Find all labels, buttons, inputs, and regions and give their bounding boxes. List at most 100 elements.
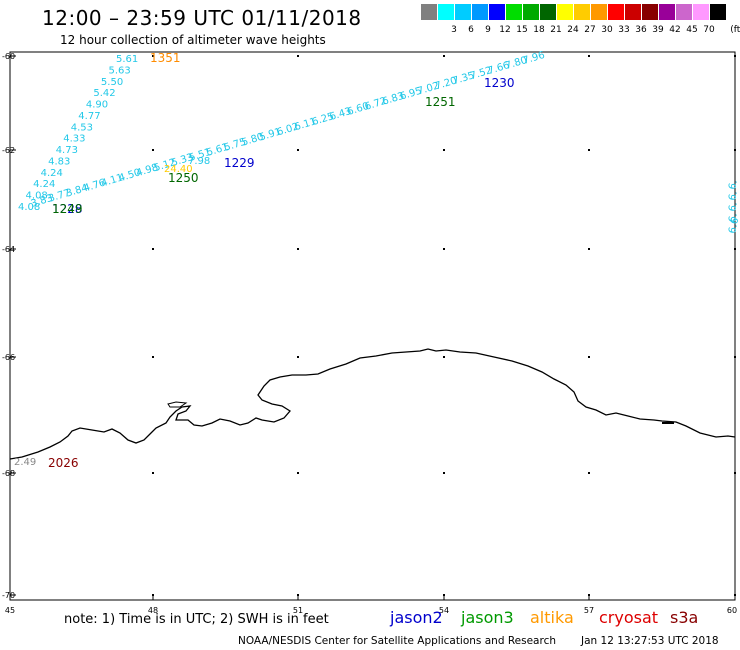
scale-swatch	[438, 4, 454, 20]
swh-value: 4.08	[26, 191, 48, 202]
time-label: 1249	[52, 202, 83, 216]
scale-label: 6	[468, 25, 474, 35]
grid-dot	[297, 149, 299, 151]
scale-label: 39	[652, 25, 664, 35]
scale-swatch	[693, 4, 709, 20]
grid-dot	[443, 472, 445, 474]
lon-label: 54	[439, 606, 449, 615]
lat-label: -68	[2, 469, 15, 478]
credit-line: NOAA/NESDIS Center for Satellite Applica…	[238, 635, 556, 647]
grid-dot	[297, 248, 299, 250]
swh-value: 5.50	[101, 77, 123, 88]
swh-value: 6.	[727, 190, 740, 202]
scale-label: 18	[533, 25, 545, 35]
satellite-legend-item: cryosat	[599, 608, 659, 627]
swh-value: 6.	[727, 212, 740, 224]
time-label: 1250	[168, 171, 199, 185]
swh-value: 4.77	[78, 111, 100, 122]
grid-dot	[734, 149, 736, 151]
lon-label: 48	[148, 606, 158, 615]
grid-dot	[443, 356, 445, 358]
grid-dot	[588, 472, 590, 474]
scale-label: 42	[669, 25, 681, 35]
grid-dot	[734, 248, 736, 250]
scale-swatch	[421, 4, 437, 20]
lon-label: 57	[584, 606, 594, 615]
grid-dot	[152, 149, 154, 151]
right-edge-values: 6.6.6.6.6.6	[727, 179, 740, 235]
page-subtitle: 12 hour collection of altimeter wave hei…	[60, 33, 326, 47]
page-title: 12:00 – 23:59 UTC 01/11/2018	[42, 6, 362, 30]
scale-label: 27	[584, 25, 596, 35]
grid-dot	[588, 356, 590, 358]
swh-value: 6.	[727, 179, 740, 191]
scale-swatch	[557, 4, 573, 20]
satellite-legend-item: s3a	[670, 608, 699, 627]
swh-value: 6.	[727, 201, 740, 213]
swh-value: 4.08	[18, 202, 40, 213]
scale-label: 12	[499, 25, 511, 35]
grid-dot	[152, 55, 154, 57]
track-b-values: 3.833.773.844.764.114.504.985.125.335.51…	[30, 50, 547, 210]
scale-label: 15	[516, 25, 528, 35]
small-island	[167, 401, 188, 408]
grid-dot	[152, 248, 154, 250]
grid-dot	[152, 356, 154, 358]
antarctic-coastline	[9, 348, 736, 460]
lat-label: -60	[2, 52, 15, 61]
grid-dot	[734, 55, 736, 57]
swh-value: 4.24	[33, 179, 55, 190]
time-label: 1230	[484, 76, 515, 90]
longitude-labels: 45 48 51 54 57 60	[5, 606, 737, 615]
lon-label: 45	[5, 606, 15, 615]
swh-value: 24.40	[164, 164, 193, 175]
swh-value: 4.33	[63, 134, 85, 145]
track-a-values: 5.615.635.505.424.904.774.534.334.734.83…	[18, 54, 138, 213]
swh-value: 4.24	[41, 168, 63, 179]
swh-value: 4.73	[56, 145, 78, 156]
scale-label: 45	[686, 25, 698, 35]
generated-timestamp: Jan 12 13:27:53 UTC 2018	[581, 635, 719, 647]
swh-value: 7.98	[188, 156, 210, 167]
graticule	[9, 55, 736, 600]
swh-value: 4.53	[71, 122, 93, 133]
lat-label: -70	[2, 591, 15, 600]
lat-label: -66	[2, 353, 15, 362]
scale-label: 30	[601, 25, 613, 35]
grid-dot	[443, 248, 445, 250]
scale-swatch	[523, 4, 539, 20]
scale-swatch	[676, 4, 692, 20]
scale-swatch	[455, 4, 471, 20]
scale-swatch	[506, 4, 522, 20]
scale-swatch	[710, 4, 726, 20]
bottom-left-swh: 2.49	[14, 457, 36, 468]
scale-swatch	[625, 4, 641, 20]
swh-value: 5.42	[93, 88, 115, 99]
scale-label: 24	[567, 25, 579, 35]
scale-swatch	[489, 4, 505, 20]
footer-note: note: 1) Time is in UTC; 2) SWH is in fe…	[64, 612, 329, 627]
time-label: 1229	[224, 156, 255, 170]
latitude-labels: -60 -62 -64 -66 -68 -70	[2, 52, 15, 600]
scale-swatch	[540, 4, 556, 20]
time-label: 2026	[48, 456, 79, 470]
satellite-legend-item: jason3	[461, 608, 514, 627]
lat-label: -62	[2, 146, 15, 155]
swh-value: 5.63	[108, 65, 130, 76]
scale-label: 9	[485, 25, 491, 35]
grid-dot	[734, 356, 736, 358]
grid-dot	[297, 472, 299, 474]
scale-swatch	[659, 4, 675, 20]
grid-dot	[443, 55, 445, 57]
time-label: 1251	[425, 95, 456, 109]
scale-swatch	[642, 4, 658, 20]
lon-label: 51	[293, 606, 303, 615]
grid-dot	[734, 472, 736, 474]
grid-dot	[443, 149, 445, 151]
scale-swatch	[472, 4, 488, 20]
scale-swatch	[591, 4, 607, 20]
grid-dot	[588, 149, 590, 151]
grid-dot	[152, 472, 154, 474]
